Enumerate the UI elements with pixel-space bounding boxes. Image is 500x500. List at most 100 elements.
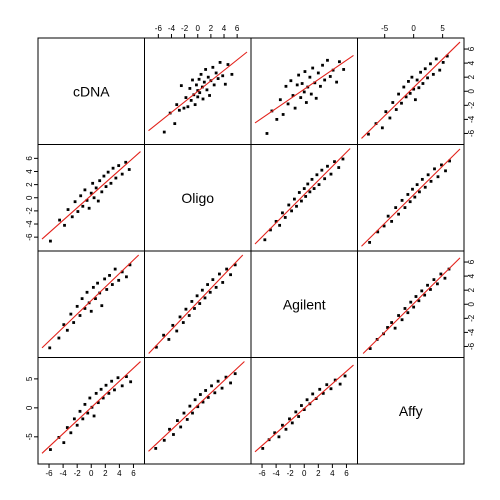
x-tick-label-cdna: -2: [74, 469, 82, 478]
point-cdna-vs-affy: [397, 92, 400, 96]
x-tick-label-oligo: 0: [196, 24, 201, 33]
point-cdna-vs-agilent: [304, 101, 308, 104]
point-oligo-vs-agilent: [308, 190, 312, 194]
point-affy-vs-oligo: [172, 433, 175, 436]
fit-line-agilent-vs-oligo: [148, 254, 244, 354]
point-cdna-vs-agilent: [314, 96, 318, 100]
point-oligo-vs-cdna: [85, 198, 89, 202]
point-affy-vs-cdna: [101, 396, 105, 400]
point-affy-vs-oligo: [213, 391, 217, 395]
point-cdna-vs-agilent: [323, 78, 327, 82]
y-tick-label-agilent: 4: [467, 273, 476, 278]
point-cdna-vs-affy: [410, 75, 414, 79]
point-oligo-vs-affy: [411, 187, 414, 191]
point-agilent-vs-oligo: [195, 294, 199, 298]
point-agilent-vs-cdna: [105, 288, 109, 291]
point-agilent-vs-affy: [426, 283, 429, 287]
point-oligo-vs-cdna: [120, 172, 124, 176]
point-oligo-vs-cdna: [83, 188, 87, 192]
fit-line-affy-vs-agilent: [254, 364, 354, 453]
point-oligo-vs-agilent: [315, 173, 319, 177]
point-oligo-vs-agilent: [290, 209, 293, 213]
point-agilent-vs-affy: [443, 276, 447, 280]
point-oligo-vs-agilent: [263, 238, 267, 242]
point-affy-vs-oligo: [224, 375, 228, 379]
point-affy-vs-cdna: [86, 411, 90, 415]
point-affy-vs-cdna: [99, 387, 103, 391]
point-oligo-vs-cdna: [96, 199, 100, 203]
point-cdna-vs-agilent: [300, 82, 304, 85]
point-cdna-vs-affy: [434, 57, 438, 61]
y-tick-label-cdna: 4: [467, 60, 476, 65]
point-cdna-vs-oligo: [212, 83, 216, 87]
point-agilent-vs-affy: [412, 305, 416, 309]
point-agilent-vs-cdna: [100, 304, 104, 308]
point-affy-vs-agilent: [261, 447, 265, 450]
point-affy-vs-cdna: [88, 396, 92, 400]
x-tick-label-oligo: -2: [181, 24, 189, 33]
point-oligo-vs-cdna: [63, 223, 66, 227]
point-cdna-vs-agilent: [293, 106, 297, 110]
point-agilent-vs-cdna: [69, 312, 73, 316]
point-cdna-vs-affy: [438, 68, 442, 72]
point-oligo-vs-agilent: [269, 228, 272, 232]
point-agilent-vs-affy: [423, 293, 427, 297]
point-cdna-vs-oligo: [193, 103, 197, 107]
point-cdna-vs-affy: [380, 126, 384, 130]
y-tick-label-agilent: -6: [467, 342, 476, 350]
point-affy-vs-cdna: [107, 391, 111, 395]
point-agilent-vs-cdna: [94, 297, 97, 301]
point-affy-vs-oligo: [229, 381, 232, 385]
point-oligo-vs-cdna: [100, 190, 104, 194]
point-agilent-vs-affy: [397, 314, 400, 317]
point-agilent-vs-affy: [436, 282, 439, 286]
point-oligo-vs-agilent: [333, 160, 336, 164]
point-agilent-vs-cdna: [103, 277, 107, 281]
fit-line-cdna-vs-affy: [361, 41, 461, 139]
point-cdna-vs-oligo: [204, 68, 208, 71]
point-cdna-vs-agilent: [297, 73, 301, 77]
point-oligo-vs-affy: [406, 193, 410, 196]
point-cdna-vs-oligo: [189, 98, 193, 102]
point-cdna-vs-agilent: [302, 90, 306, 94]
point-agilent-vs-affy: [417, 299, 421, 303]
point-affy-vs-cdna: [129, 380, 133, 384]
point-oligo-vs-cdna: [124, 160, 128, 164]
point-oligo-vs-affy: [436, 175, 440, 179]
point-affy-vs-cdna: [49, 448, 52, 451]
fit-line-oligo-vs-affy: [361, 148, 461, 247]
point-cdna-vs-oligo: [184, 96, 188, 99]
point-oligo-vs-cdna: [111, 166, 115, 170]
point-agilent-vs-cdna: [57, 336, 61, 340]
fit-line-cdna-vs-agilent: [254, 54, 354, 124]
point-agilent-vs-oligo: [175, 329, 179, 333]
x-tick-label-agilent: 4: [330, 469, 335, 478]
x-tick-label-cdna: 0: [89, 469, 94, 478]
diagonal-label-cdna: cDNA: [73, 83, 110, 99]
point-affy-vs-agilent: [281, 423, 284, 427]
point-oligo-vs-cdna: [94, 186, 98, 190]
point-oligo-vs-agilent: [304, 195, 308, 198]
point-cdna-vs-oligo: [191, 78, 194, 82]
point-agilent-vs-oligo: [214, 285, 218, 289]
point-cdna-vs-oligo: [218, 61, 222, 64]
point-affy-vs-agilent: [329, 387, 333, 391]
point-agilent-vs-affy: [403, 307, 407, 310]
point-agilent-vs-affy: [406, 311, 410, 315]
x-tick-label-oligo: 2: [209, 24, 214, 33]
fit-line-oligo-vs-cdna: [41, 151, 141, 240]
point-oligo-vs-cdna: [79, 194, 83, 198]
point-affy-vs-oligo: [154, 447, 158, 450]
point-agilent-vs-oligo: [208, 290, 212, 294]
point-oligo-vs-agilent: [302, 187, 306, 190]
point-agilent-vs-oligo: [187, 314, 191, 317]
point-affy-vs-cdna: [110, 379, 114, 383]
x-tick-label-oligo: 6: [235, 24, 240, 33]
point-agilent-vs-cdna: [62, 323, 66, 327]
panel-frame-agilent-affy: [357, 250, 465, 358]
diagonal-label-oligo: Oligo: [181, 190, 214, 206]
point-affy-vs-agilent: [321, 391, 325, 395]
point-oligo-vs-affy: [423, 185, 427, 189]
point-oligo-vs-affy: [403, 206, 407, 209]
point-affy-vs-agilent: [333, 378, 337, 382]
